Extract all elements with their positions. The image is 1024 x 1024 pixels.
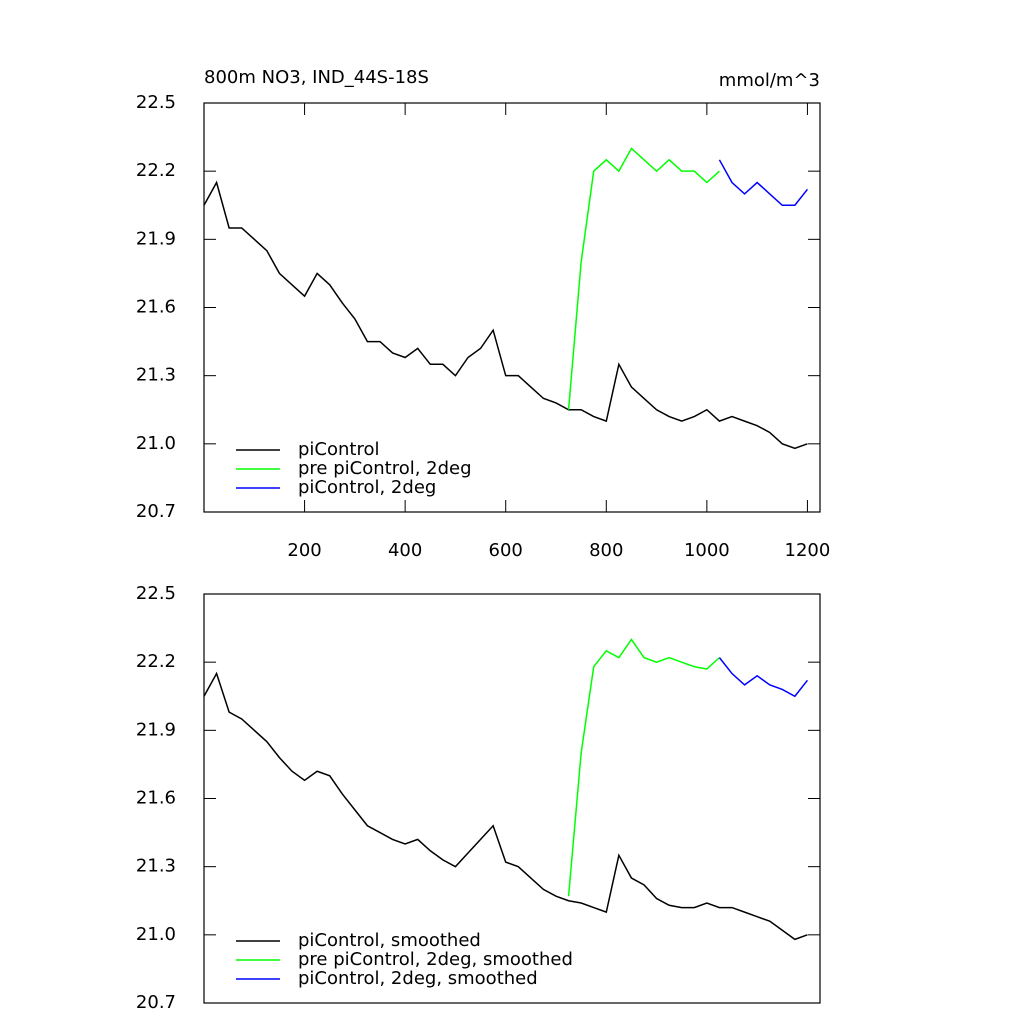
- legend-label: pre piControl, 2deg: [298, 458, 472, 479]
- y-tick-label: 21.3: [136, 856, 176, 877]
- y-tick-label: 21.9: [136, 228, 176, 249]
- y-tick-label: 21.0: [136, 433, 176, 454]
- x-tick-label: 1000: [684, 540, 730, 561]
- series-line: [567, 638, 720, 897]
- legend-label: piControl, smoothed: [298, 930, 481, 951]
- y-tick-label: 22.2: [136, 651, 176, 672]
- y-tick-label: 22.2: [136, 160, 176, 181]
- legend-label: piControl: [298, 439, 380, 460]
- x-tick-label: 1200: [785, 540, 831, 561]
- legend-label: pre piControl, 2deg, smoothed: [298, 949, 573, 970]
- y-tick-label: 21.6: [136, 788, 176, 809]
- series-line: [718, 159, 809, 206]
- x-tick-label: 400: [388, 540, 422, 561]
- units-label: mmol/m^3: [719, 70, 820, 91]
- legend-label: piControl, 2deg, smoothed: [298, 968, 538, 989]
- series-line: [567, 147, 720, 410]
- y-tick-label: 21.6: [136, 297, 176, 318]
- plot-frame: [203, 102, 821, 513]
- series-line: [718, 657, 809, 698]
- y-tick-label: 22.5: [136, 583, 176, 604]
- series-line: [203, 180, 808, 450]
- legend-label: piControl, 2deg: [298, 477, 436, 498]
- y-tick-label: 21.9: [136, 719, 176, 740]
- x-tick-label: 800: [589, 540, 623, 561]
- x-tick-label: 600: [489, 540, 523, 561]
- y-tick-label: 20.7: [136, 992, 176, 1013]
- y-tick-label: 21.3: [136, 365, 176, 386]
- y-tick-label: 20.7: [136, 501, 176, 522]
- series-line: [203, 671, 808, 941]
- y-tick-label: 22.5: [136, 92, 176, 113]
- plot-frame: [203, 593, 821, 1004]
- y-tick-label: 21.0: [136, 924, 176, 945]
- chart-title: 800m NO3, IND_44S-18S: [204, 67, 429, 88]
- x-tick-label: 200: [287, 540, 321, 561]
